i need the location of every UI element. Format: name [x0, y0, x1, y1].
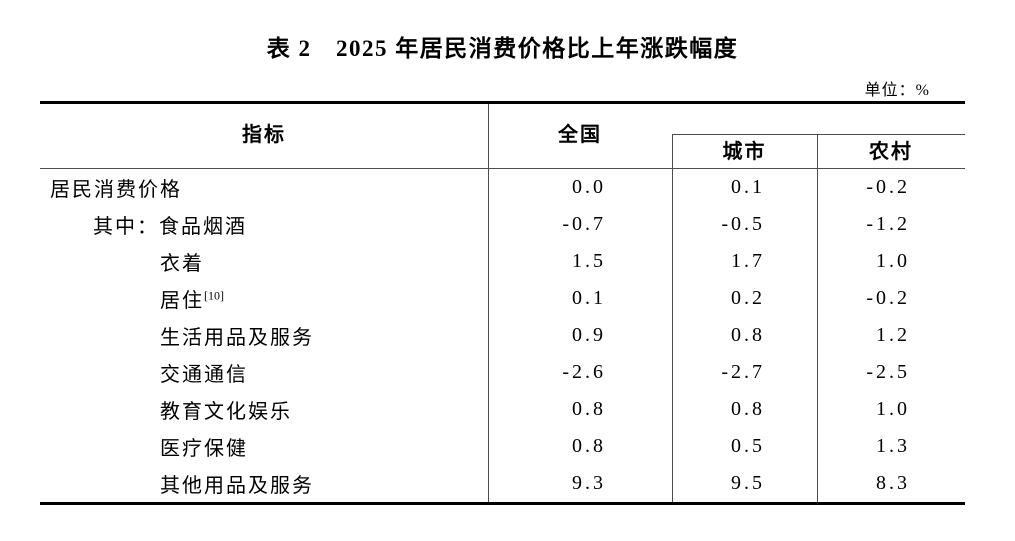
col-header-indicator: 指标: [242, 124, 286, 146]
value-national: 0.8: [572, 398, 606, 420]
value-rural: -0.2: [866, 287, 910, 309]
value-rural: 1.3: [876, 435, 910, 457]
value-national: -2.6: [562, 361, 606, 383]
table-body: 居民消费价格 0.0 0.1 -0.2 其中：食品烟酒 -0.7 -0.5 -1…: [40, 169, 965, 502]
table-row: 生活用品及服务 0.9 0.8 1.2: [40, 317, 965, 354]
value-national: 0.1: [572, 287, 606, 309]
value-urban: 0.1: [731, 176, 765, 198]
row-label: 医疗保健: [160, 438, 248, 460]
table-row: 居住[10] 0.1 0.2 -0.2: [40, 280, 965, 317]
cpi-table: 指标 全国 城市 农村 居民消费价格 0.0 0.1 -0.2 其中：食品烟酒 …: [40, 101, 965, 505]
value-national: 0.0: [572, 176, 606, 198]
value-urban: 0.2: [731, 287, 765, 309]
unit-label: 单位：%: [864, 82, 930, 99]
divider-indicator-national: [488, 104, 489, 502]
row-label: 交通通信: [160, 364, 248, 386]
table-row: 交通通信 -2.6 -2.7 -2.5: [40, 354, 965, 391]
value-rural: -0.2: [866, 176, 910, 198]
col-header-urban: 城市: [722, 141, 767, 163]
value-national: 0.8: [572, 435, 606, 457]
table-row: 其中：食品烟酒 -0.7 -0.5 -1.2: [40, 206, 965, 243]
table-row: 居民消费价格 0.0 0.1 -0.2: [40, 169, 965, 206]
row-label: 其他用品及服务: [160, 475, 314, 497]
value-national: -0.7: [562, 213, 606, 235]
col-header-national: 全国: [558, 124, 602, 146]
table-row: 其他用品及服务 9.3 9.5 8.3: [40, 465, 965, 502]
table-row: 衣着 1.5 1.7 1.0: [40, 243, 965, 280]
row-label: 衣着: [160, 253, 204, 275]
value-national: 9.3: [572, 472, 606, 494]
value-urban: 9.5: [731, 472, 765, 494]
divider-national-urban: [672, 134, 673, 502]
value-urban: 0.8: [731, 398, 765, 420]
value-urban: 0.8: [731, 324, 765, 346]
value-urban: -0.5: [721, 213, 765, 235]
value-national: 0.9: [572, 324, 606, 346]
value-rural: 8.3: [876, 472, 910, 494]
table-row: 教育文化娱乐 0.8 0.8 1.0: [40, 391, 965, 428]
value-urban: 0.5: [731, 435, 765, 457]
table-row: 医疗保健 0.8 0.5 1.3: [40, 428, 965, 465]
col-header-rural: 农村: [869, 141, 913, 163]
table-title: 表 2 2025 年居民消费价格比上年涨跌幅度: [266, 36, 739, 61]
row-label: 其中：食品烟酒: [93, 216, 247, 238]
row-label: 居民消费价格: [50, 179, 182, 201]
value-urban: 1.7: [731, 250, 765, 272]
row-label: 居住[10]: [160, 288, 224, 312]
divider-urban-rural: [817, 134, 818, 502]
value-rural: -1.2: [866, 213, 910, 235]
value-rural: 1.0: [876, 398, 910, 420]
row-label: 生活用品及服务: [160, 327, 314, 349]
subheader-top-line: [672, 134, 965, 135]
value-national: 1.5: [572, 250, 606, 272]
value-rural: 1.2: [876, 324, 910, 346]
value-rural: 1.0: [876, 250, 910, 272]
value-rural: -2.5: [866, 361, 910, 383]
header-body-divider: [40, 168, 965, 169]
value-urban: -2.7: [721, 361, 765, 383]
row-label: 教育文化娱乐: [160, 401, 292, 423]
